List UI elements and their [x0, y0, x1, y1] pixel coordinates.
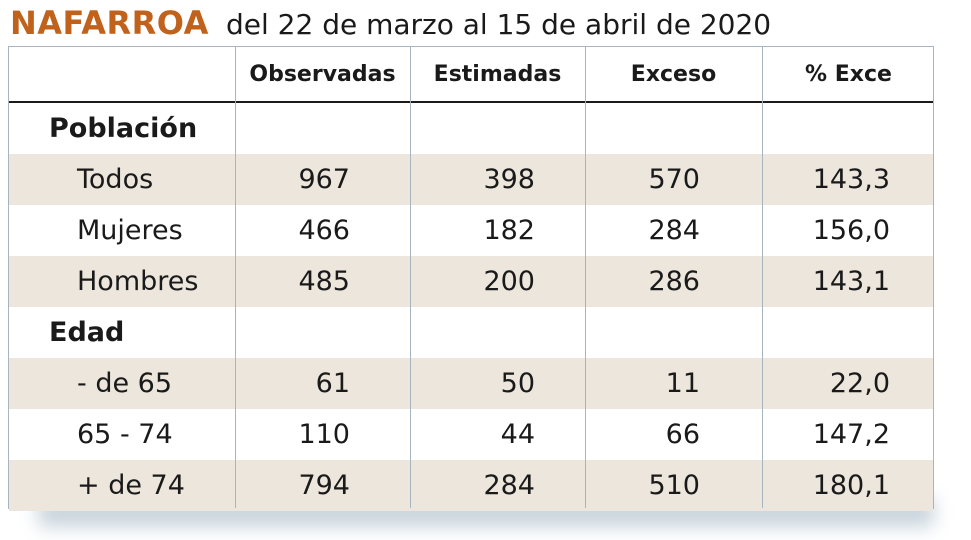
column-header: Observadas — [249, 61, 396, 87]
table-cell: 44 — [500, 419, 535, 450]
table-cell: 284 — [483, 470, 535, 501]
table-row: + de 74 794 284 510 180,1 — [9, 460, 933, 511]
table-row: Hombres 485 200 286 143,1 — [9, 256, 933, 307]
table-cell: 286 — [648, 266, 700, 297]
table-cell: 466 — [298, 215, 350, 246]
table-cell: 11 — [665, 368, 700, 399]
table-cell: 61 — [315, 368, 350, 399]
table-cell: 200 — [483, 266, 535, 297]
table-cell: 180,1 — [812, 470, 890, 501]
section-row: Edad — [9, 307, 933, 358]
table-cell: 66 — [665, 419, 700, 450]
section-row: Población — [9, 103, 933, 154]
table-cell: 143,1 — [812, 266, 890, 297]
section-label: Población — [49, 113, 198, 144]
table-cell: 143,3 — [812, 164, 890, 195]
table-cell: 22,0 — [829, 368, 890, 399]
data-table: Observadas Estimadas Exceso % Exce Población… — [8, 46, 934, 511]
table-cell: 156,0 — [812, 215, 890, 246]
column-header: % Exce — [805, 61, 892, 87]
table-row: Mujeres 466 182 284 156,0 — [9, 205, 933, 256]
table-cell: 110 — [298, 419, 350, 450]
table-cell: 485 — [298, 266, 350, 297]
row-label: Hombres — [77, 266, 199, 297]
title-region: NAFARROA — [10, 4, 209, 42]
title-date-range: del 22 de marzo al 15 de abril de 2020 — [225, 8, 772, 41]
column-divider — [410, 47, 411, 508]
row-label: - de 65 — [77, 368, 173, 399]
table-cell: 147,2 — [812, 419, 890, 450]
column-divider — [762, 47, 763, 508]
row-label: 65 - 74 — [77, 419, 173, 450]
table-cell: 510 — [648, 470, 700, 501]
table-cell: 398 — [483, 164, 535, 195]
table-cell: 182 — [483, 215, 535, 246]
table-cell: 967 — [298, 164, 350, 195]
table-row: - de 65 61 50 11 22,0 — [9, 358, 933, 409]
table-cell: 794 — [298, 470, 350, 501]
table-row: Todos 967 398 570 143,3 — [9, 154, 933, 205]
table-cell: 284 — [648, 215, 700, 246]
column-header: Estimadas — [433, 61, 562, 87]
row-label: + de 74 — [77, 470, 185, 501]
column-divider — [235, 47, 236, 508]
column-divider — [585, 47, 586, 508]
row-label: Mujeres — [77, 215, 183, 246]
table-cell: 50 — [500, 368, 535, 399]
row-label: Todos — [77, 164, 154, 195]
table-header: Observadas Estimadas Exceso % Exce — [9, 47, 933, 103]
table-row: 65 - 74 110 44 66 147,2 — [9, 409, 933, 460]
section-label: Edad — [49, 317, 125, 348]
table-cell: 570 — [648, 164, 700, 195]
column-header: Exceso — [630, 61, 717, 87]
chart-title: NAFARROA del 22 de marzo al 15 de abril … — [10, 4, 771, 44]
